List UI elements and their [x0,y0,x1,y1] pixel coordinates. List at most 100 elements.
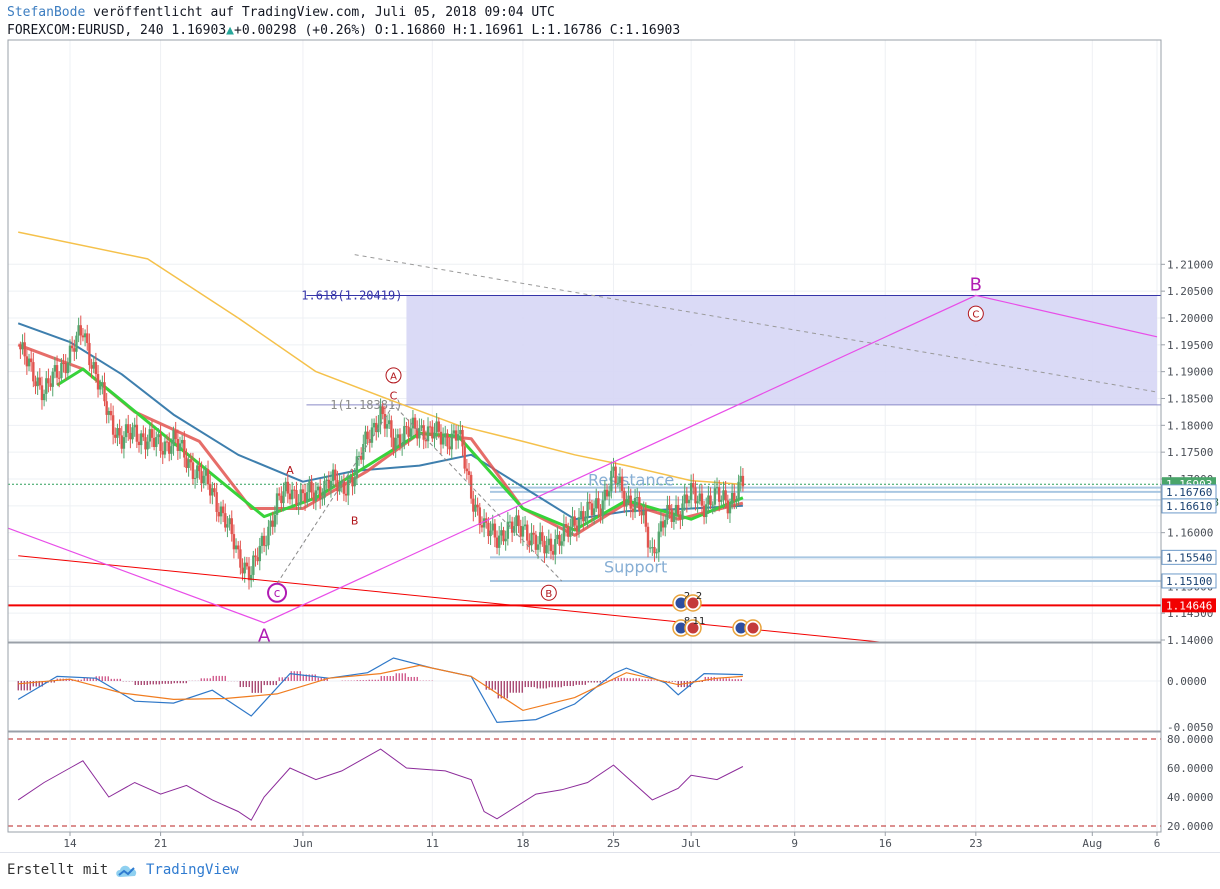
event-flag-icon [735,622,747,634]
candle-body [418,427,421,439]
candle-body [543,540,546,554]
candle-body [526,524,529,541]
chart-canvas[interactable]: 1.618(1.20419)1(1.18381) Resistance Suppo… [0,0,1220,852]
candle-body [133,424,136,428]
candle-body [187,459,190,468]
candle-body [137,441,141,446]
candle-body [94,362,98,375]
candle-body [183,439,186,458]
candle-body [599,508,602,517]
main-pane-border [7,39,1162,643]
candle-body [560,541,563,546]
price-tick-label: 1.20000 [1167,312,1213,325]
candle-body [428,426,432,428]
candle-body [556,534,559,540]
candle-body [64,363,67,374]
candle-body [157,434,160,438]
candle-body [551,551,555,555]
candle-body [161,450,164,455]
candle-body [465,468,469,472]
author-name[interactable]: StefanBode [7,5,86,20]
candle-body [211,488,214,496]
candle-body [316,486,320,491]
candle-body [202,475,205,484]
candle-body [40,385,44,401]
price-tick-label: 1.16000 [1167,527,1213,540]
rsi-tick-label: 80.0000 [1167,733,1213,746]
candle-body [379,406,382,425]
candle-body [467,471,471,475]
candle-body [196,465,199,478]
candle-body [584,517,587,522]
elliott-wave-path [8,294,1158,624]
candle-body [83,333,87,338]
candle-body [480,525,484,528]
candle-body [109,410,113,416]
time-tick-label: 18 [516,837,529,850]
candle-body [349,477,352,480]
candle-body [668,504,671,510]
candle-body [670,509,673,522]
candle-body [239,549,242,568]
candle-body [359,455,363,460]
wave-label-circle [540,584,557,601]
candle-body [441,437,445,445]
candle-body [595,498,598,509]
candle-body [385,424,389,429]
candle-body [689,483,693,500]
candle-body [620,476,624,491]
candle-body [601,500,604,517]
candle-body [506,521,510,539]
candle-body [707,495,710,505]
candle-body [409,428,412,437]
candle-body [387,420,391,425]
rsi-tick-label: 60.0000 [1167,762,1213,775]
rsi-pane [8,738,1161,827]
event-flag-icon [687,597,699,609]
candle-body [127,424,130,433]
candle-body [70,345,74,349]
candle-body [435,421,438,433]
candle-body [105,401,108,415]
candle-body [170,446,173,454]
event-count-label: 2 [696,591,702,602]
candle-body [47,378,50,384]
candle-body [588,501,591,504]
candle-body [180,439,184,444]
candle-body [103,382,106,402]
candle-body [275,493,279,515]
candle-body [146,441,149,450]
horizontal-levels: Resistance Support [8,471,1161,607]
candle-body [286,481,290,494]
candle-body [575,525,579,532]
candle-body [122,437,126,449]
candle-body [715,487,719,489]
candle-body [336,480,339,492]
tradingview-cloud-icon[interactable] [114,862,140,880]
candle-body [472,498,475,512]
candle-body [582,511,585,522]
candle-body [534,534,538,550]
candle-body [657,531,660,553]
candle-body [245,562,249,567]
close-value: 1.16903 [625,23,681,38]
candle-body [331,469,335,481]
candle-body [422,425,425,440]
candle-body [530,532,533,546]
tradingview-link[interactable]: TradingView [146,862,239,878]
candle-body [633,497,637,513]
candle-body [515,515,518,527]
candle-body [722,490,725,500]
candle-body [573,516,576,526]
candle-body [301,489,305,494]
candle-body [124,424,128,438]
candle-body [513,526,516,533]
candle-body [554,539,557,555]
created-with-label: Erstellt mit [7,862,109,878]
candle-body [142,433,145,438]
candle-body [586,501,589,518]
candle-body [221,506,225,514]
candle-body [677,504,680,515]
candle-body [193,477,197,479]
